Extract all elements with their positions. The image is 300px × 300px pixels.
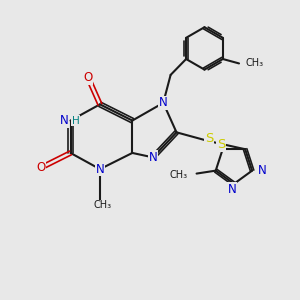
Text: O: O — [36, 161, 46, 174]
Text: N: N — [228, 183, 237, 196]
Text: CH₃: CH₃ — [169, 170, 188, 180]
Text: H: H — [72, 116, 80, 126]
Text: CH₃: CH₃ — [245, 58, 264, 68]
Text: S: S — [217, 138, 225, 151]
Text: N: N — [258, 164, 267, 177]
Text: N: N — [148, 151, 157, 164]
Text: N: N — [159, 96, 168, 110]
Text: N: N — [59, 114, 68, 127]
Text: S: S — [205, 132, 213, 145]
Text: CH₃: CH₃ — [94, 200, 112, 210]
Text: O: O — [83, 71, 93, 84]
Text: N: N — [96, 163, 104, 176]
